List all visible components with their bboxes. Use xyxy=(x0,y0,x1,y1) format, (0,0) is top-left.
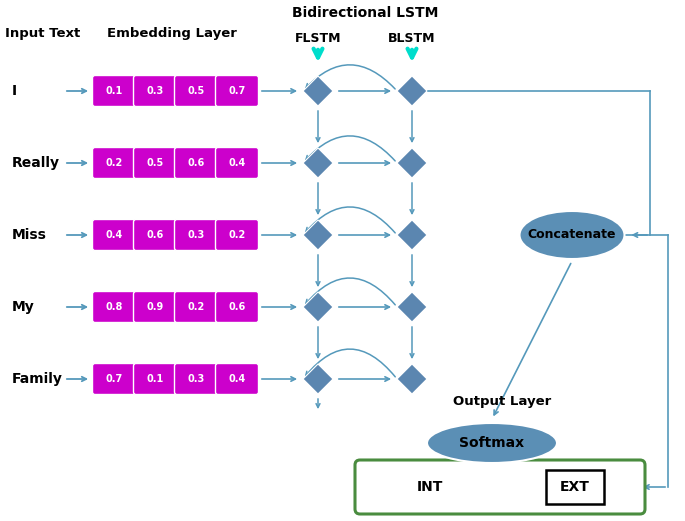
FancyBboxPatch shape xyxy=(175,147,218,179)
FancyBboxPatch shape xyxy=(92,219,136,251)
Text: Output Layer: Output Layer xyxy=(453,394,551,407)
Text: 0.5: 0.5 xyxy=(188,86,205,96)
Polygon shape xyxy=(397,220,427,250)
Polygon shape xyxy=(303,292,333,322)
Text: 0.8: 0.8 xyxy=(105,302,123,312)
Polygon shape xyxy=(397,292,427,322)
Text: 0.4: 0.4 xyxy=(105,230,123,240)
Text: Family: Family xyxy=(12,372,63,386)
Text: 0.7: 0.7 xyxy=(105,374,123,384)
Text: 0.2: 0.2 xyxy=(188,302,205,312)
Polygon shape xyxy=(303,364,333,394)
Text: Softmax: Softmax xyxy=(460,436,525,450)
Text: Input Text: Input Text xyxy=(5,27,80,40)
Polygon shape xyxy=(303,76,333,106)
FancyBboxPatch shape xyxy=(175,76,218,106)
FancyBboxPatch shape xyxy=(134,292,177,322)
Text: 0.4: 0.4 xyxy=(228,158,246,168)
Polygon shape xyxy=(303,148,333,178)
Text: EXT: EXT xyxy=(560,480,590,494)
Polygon shape xyxy=(397,364,427,394)
Text: 0.6: 0.6 xyxy=(228,302,246,312)
Text: 0.1: 0.1 xyxy=(105,86,123,96)
FancyBboxPatch shape xyxy=(355,460,645,514)
Text: Really: Really xyxy=(12,156,60,170)
Polygon shape xyxy=(397,76,427,106)
FancyBboxPatch shape xyxy=(216,76,258,106)
FancyBboxPatch shape xyxy=(216,147,258,179)
FancyBboxPatch shape xyxy=(92,147,136,179)
FancyBboxPatch shape xyxy=(134,219,177,251)
FancyBboxPatch shape xyxy=(134,76,177,106)
Text: 0.2: 0.2 xyxy=(105,158,123,168)
FancyBboxPatch shape xyxy=(175,219,218,251)
FancyBboxPatch shape xyxy=(134,364,177,394)
Polygon shape xyxy=(303,220,333,250)
Text: 0.7: 0.7 xyxy=(228,86,246,96)
Text: Bidirectional LSTM: Bidirectional LSTM xyxy=(292,6,438,20)
FancyBboxPatch shape xyxy=(92,364,136,394)
FancyBboxPatch shape xyxy=(216,292,258,322)
Text: INT: INT xyxy=(416,480,443,494)
Text: Embedding Layer: Embedding Layer xyxy=(107,27,237,40)
FancyBboxPatch shape xyxy=(175,292,218,322)
Text: Concatenate: Concatenate xyxy=(527,229,616,242)
Text: FLSTM: FLSTM xyxy=(295,32,341,45)
Text: 0.3: 0.3 xyxy=(188,374,205,384)
FancyBboxPatch shape xyxy=(216,219,258,251)
Text: BLSTM: BLSTM xyxy=(388,32,436,45)
Text: 0.4: 0.4 xyxy=(228,374,246,384)
Text: 0.6: 0.6 xyxy=(188,158,205,168)
Ellipse shape xyxy=(519,211,625,259)
Text: 0.5: 0.5 xyxy=(147,158,164,168)
Text: 0.2: 0.2 xyxy=(228,230,246,240)
Ellipse shape xyxy=(427,423,557,463)
FancyBboxPatch shape xyxy=(546,470,604,504)
FancyBboxPatch shape xyxy=(216,364,258,394)
Text: 0.3: 0.3 xyxy=(147,86,164,96)
Text: I: I xyxy=(12,84,17,98)
FancyBboxPatch shape xyxy=(92,76,136,106)
FancyBboxPatch shape xyxy=(92,292,136,322)
FancyBboxPatch shape xyxy=(134,147,177,179)
FancyBboxPatch shape xyxy=(175,364,218,394)
Text: 0.9: 0.9 xyxy=(147,302,164,312)
Text: 0.3: 0.3 xyxy=(188,230,205,240)
Polygon shape xyxy=(397,148,427,178)
Text: Miss: Miss xyxy=(12,228,47,242)
Text: 0.1: 0.1 xyxy=(147,374,164,384)
Text: 0.6: 0.6 xyxy=(147,230,164,240)
Text: My: My xyxy=(12,300,35,314)
